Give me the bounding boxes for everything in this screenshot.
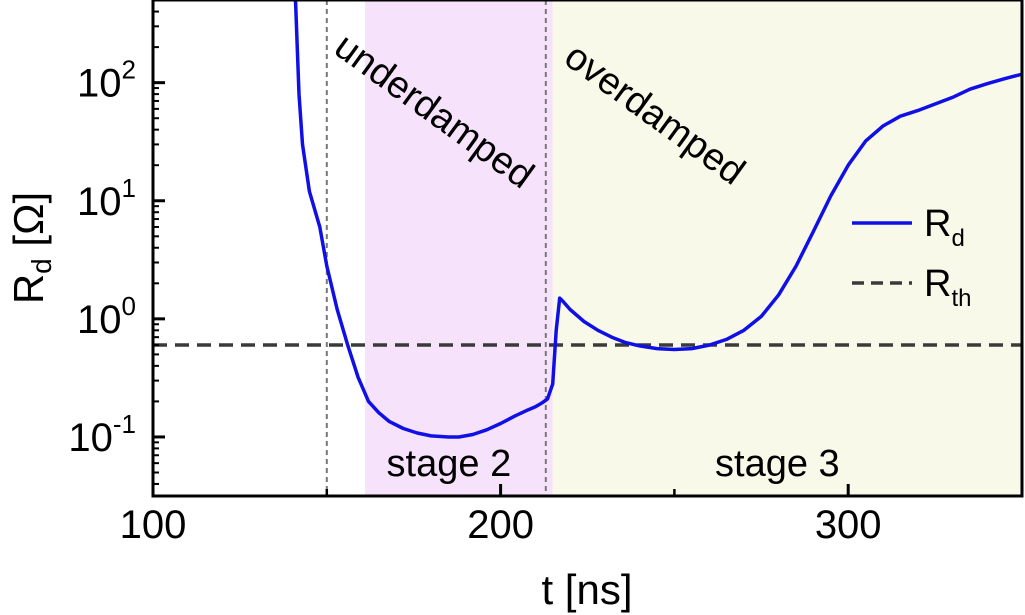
region-label-stage-3: stage 3	[715, 443, 840, 485]
x-tick-label-1: 200	[467, 503, 534, 547]
region-label-stage-2: stage 2	[387, 443, 512, 485]
y-tick-label-2: 101	[77, 173, 136, 224]
legend-label-rth: Rth	[924, 263, 971, 312]
series-layer	[153, 0, 1023, 439]
legend: Rd Rth	[852, 203, 971, 312]
stage-boundaries	[325, 0, 547, 496]
y-tick-label-1: 100	[77, 291, 136, 342]
x-tick-label-0: 100	[120, 503, 187, 547]
series-rd-line	[293, 0, 1023, 439]
x-tick-label-2: 300	[815, 503, 882, 547]
region-3	[552, 0, 1022, 496]
shaded-regions	[365, 0, 1022, 496]
legend-label-rd: Rd	[924, 203, 965, 252]
x-axis-label: t [ns]	[541, 566, 632, 613]
y-tick-label-0: 10-1	[68, 409, 136, 460]
y-axis-label: Rd [Ω]	[5, 192, 57, 304]
y-tick-label-3: 102	[77, 55, 136, 106]
axis-ticks: 100 200 300 10-1 100 101 102	[68, 0, 882, 547]
